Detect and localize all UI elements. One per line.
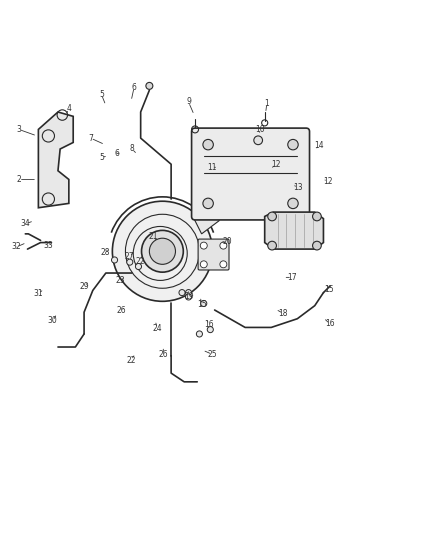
Text: 32: 32 bbox=[12, 243, 21, 252]
Text: 16: 16 bbox=[205, 320, 214, 329]
Text: 15: 15 bbox=[197, 300, 206, 309]
Circle shape bbox=[203, 198, 213, 208]
Polygon shape bbox=[265, 212, 323, 249]
Circle shape bbox=[146, 83, 153, 90]
Circle shape bbox=[254, 136, 262, 144]
Circle shape bbox=[288, 198, 298, 208]
Text: 7: 7 bbox=[88, 134, 93, 143]
Text: 21: 21 bbox=[148, 232, 158, 241]
Text: 16: 16 bbox=[325, 319, 335, 328]
Text: 9: 9 bbox=[186, 98, 191, 107]
Text: 19: 19 bbox=[184, 292, 194, 301]
Text: 8: 8 bbox=[130, 144, 134, 154]
Text: 22: 22 bbox=[135, 257, 145, 266]
Circle shape bbox=[185, 289, 191, 296]
Text: 29: 29 bbox=[79, 281, 89, 290]
Circle shape bbox=[203, 140, 213, 150]
Circle shape bbox=[179, 289, 185, 296]
Text: 23: 23 bbox=[116, 276, 125, 285]
Text: 18: 18 bbox=[279, 309, 288, 318]
Text: 6: 6 bbox=[114, 149, 119, 158]
Circle shape bbox=[196, 331, 202, 337]
Text: 5: 5 bbox=[99, 90, 104, 99]
Text: 20: 20 bbox=[222, 237, 232, 246]
Text: 27: 27 bbox=[125, 253, 134, 261]
Text: 34: 34 bbox=[21, 220, 30, 228]
Text: 5: 5 bbox=[99, 153, 104, 162]
Text: 26: 26 bbox=[159, 350, 168, 359]
Circle shape bbox=[268, 241, 276, 250]
Circle shape bbox=[201, 301, 207, 306]
Text: 24: 24 bbox=[152, 324, 162, 333]
Circle shape bbox=[220, 242, 227, 249]
Circle shape bbox=[127, 259, 133, 265]
Text: 28: 28 bbox=[100, 248, 110, 257]
Text: 4: 4 bbox=[67, 104, 71, 114]
Text: 14: 14 bbox=[314, 141, 324, 150]
Text: 3: 3 bbox=[16, 125, 21, 134]
Text: 12: 12 bbox=[323, 177, 332, 186]
Circle shape bbox=[149, 238, 176, 264]
FancyBboxPatch shape bbox=[191, 128, 310, 220]
Circle shape bbox=[185, 294, 191, 300]
Circle shape bbox=[135, 263, 141, 270]
Circle shape bbox=[113, 201, 212, 301]
Circle shape bbox=[207, 327, 213, 333]
Polygon shape bbox=[193, 195, 223, 234]
Circle shape bbox=[313, 212, 321, 221]
Polygon shape bbox=[39, 112, 73, 208]
Circle shape bbox=[313, 241, 321, 250]
Text: 22: 22 bbox=[126, 356, 136, 365]
Circle shape bbox=[200, 261, 207, 268]
Text: 10: 10 bbox=[255, 125, 265, 134]
Circle shape bbox=[268, 212, 276, 221]
Text: 25: 25 bbox=[208, 350, 217, 359]
Text: 26: 26 bbox=[116, 306, 126, 316]
Circle shape bbox=[112, 257, 117, 263]
Text: 13: 13 bbox=[293, 183, 303, 192]
Text: 12: 12 bbox=[271, 160, 280, 169]
Circle shape bbox=[141, 230, 184, 272]
Text: 15: 15 bbox=[324, 285, 333, 294]
Circle shape bbox=[220, 261, 227, 268]
Text: 31: 31 bbox=[34, 289, 43, 298]
Text: 30: 30 bbox=[48, 317, 58, 326]
Text: 17: 17 bbox=[287, 273, 297, 282]
FancyBboxPatch shape bbox=[198, 239, 229, 270]
Text: 1: 1 bbox=[265, 99, 269, 108]
Circle shape bbox=[200, 242, 207, 249]
Text: 33: 33 bbox=[43, 241, 53, 250]
Text: 2: 2 bbox=[16, 175, 21, 184]
Text: 11: 11 bbox=[207, 163, 216, 172]
Circle shape bbox=[288, 140, 298, 150]
Text: 6: 6 bbox=[132, 83, 137, 92]
